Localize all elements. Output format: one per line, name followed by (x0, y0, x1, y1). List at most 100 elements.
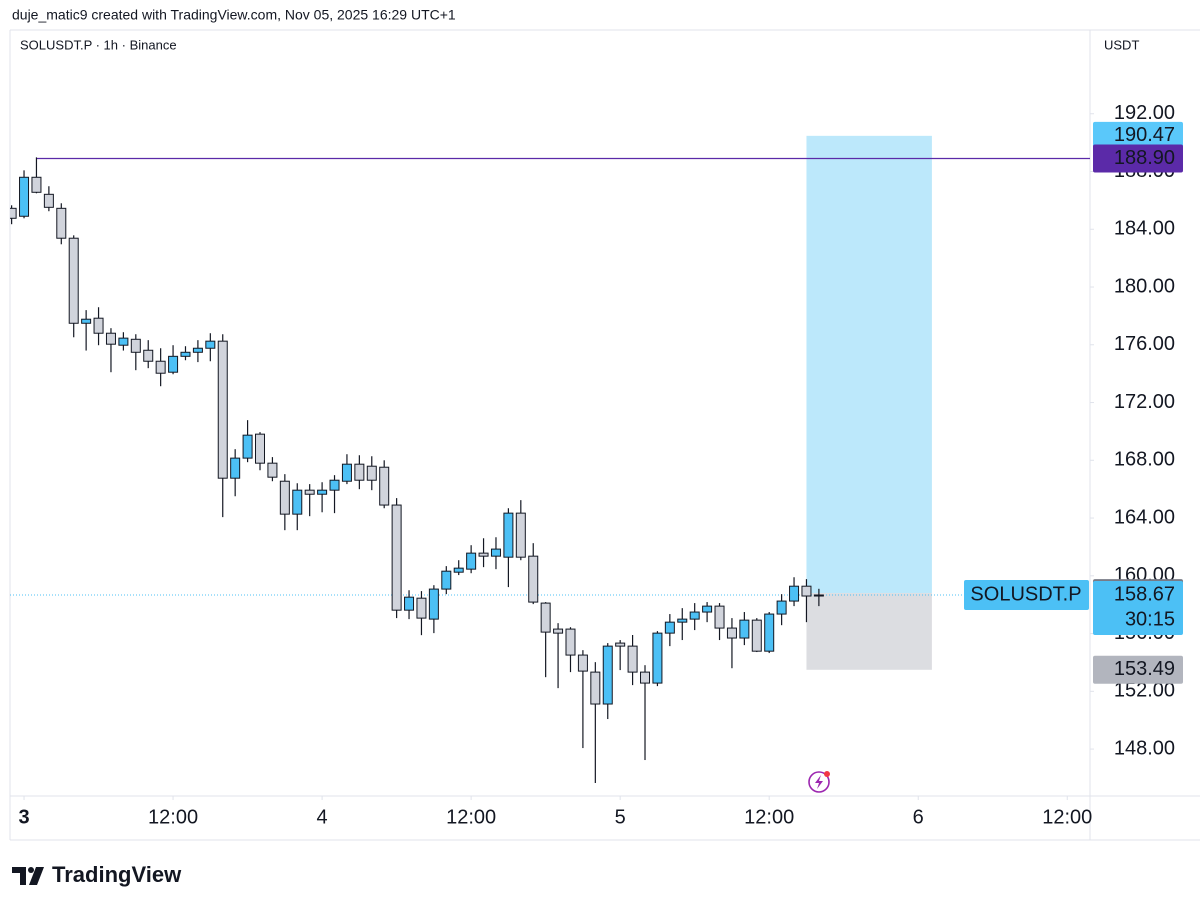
candle-body (205, 340, 216, 349)
candle-body (503, 512, 514, 558)
candle-body (279, 480, 290, 515)
last-price-box (1093, 581, 1183, 636)
candle-body (466, 552, 477, 570)
candle-body (540, 602, 551, 633)
x-tick-label: 4 (317, 806, 328, 828)
candle-body (751, 619, 762, 652)
candle-body (726, 627, 737, 639)
candle-body (565, 628, 576, 656)
candle-body (677, 618, 688, 623)
tradingview-logo (12, 867, 44, 885)
x-tick-label: 12:00 (148, 806, 198, 828)
candle-body (416, 597, 427, 619)
candle-body (652, 632, 663, 684)
candle-body (453, 567, 464, 573)
candle-body (143, 349, 154, 362)
candle-body (118, 337, 129, 346)
candle-body (192, 347, 203, 353)
candle-body (366, 465, 377, 481)
candle-body (577, 654, 588, 672)
candle-body (515, 512, 526, 558)
y-tick-label: 192.00 (1114, 102, 1175, 124)
candle-body (490, 548, 501, 557)
candle-body (31, 176, 42, 193)
candle-body (180, 351, 191, 357)
candle-body (10, 207, 17, 219)
price-axis: 148.00152.00156.00160.00164.00168.00172.… (964, 102, 1183, 759)
candle-body (68, 237, 79, 324)
candle-body (230, 457, 241, 479)
symbol-price-box (964, 580, 1089, 611)
y-tick-label: 180.00 (1114, 275, 1175, 297)
target-price-label: 190.47 (1114, 124, 1175, 146)
candle-body (615, 642, 626, 647)
y-tick-label: 168.00 (1114, 449, 1175, 471)
hline-price-label-box (1093, 144, 1183, 173)
candle-body (627, 645, 638, 673)
candle-body (478, 552, 489, 557)
candle-body (267, 462, 278, 478)
candle-body (528, 555, 539, 603)
candle-body (441, 570, 452, 590)
candle-body (43, 193, 54, 208)
y-tick-label: 184.00 (1114, 218, 1175, 240)
candle-body (764, 613, 775, 652)
candle-body (341, 463, 352, 482)
candle-body (801, 585, 812, 597)
candle-body (255, 433, 266, 464)
alert-bolt (815, 775, 823, 789)
alert-icon[interactable] (808, 771, 830, 793)
alert-dot (824, 771, 830, 777)
y-tick-label: 176.00 (1114, 333, 1175, 355)
x-tick-label: 12:00 (1042, 806, 1092, 828)
stop-price-label-box (1093, 655, 1183, 684)
candle-body (702, 605, 713, 613)
alert-circle (808, 771, 830, 793)
x-tick-label: 6 (913, 806, 924, 828)
candle-body (329, 479, 340, 491)
x-tick-label: 5 (615, 806, 626, 828)
candle-body (93, 317, 104, 334)
position-loss-zone (806, 593, 932, 670)
header: duje_matic9 created with TradingView.com… (12, 7, 456, 23)
candle-body (553, 628, 564, 634)
candle-body (19, 176, 30, 217)
candle-body (217, 340, 228, 479)
candle-body (602, 645, 613, 705)
candle-body (379, 466, 390, 506)
candle-body (664, 621, 675, 634)
hline-price-label: 188.90 (1114, 147, 1175, 169)
logo-dot (28, 867, 34, 873)
target-price-label-box (1093, 121, 1183, 150)
y-tick-label: 164.00 (1114, 506, 1175, 528)
candle-body (404, 596, 415, 611)
candle-body (242, 434, 253, 459)
candle-body (640, 671, 651, 684)
countdown-label: 30:15 (1125, 608, 1175, 630)
y-tick-label: 172.00 (1114, 391, 1175, 413)
candle-body (81, 318, 92, 324)
candle-body (590, 671, 601, 705)
candle-body (56, 207, 67, 239)
symbol-price-label: SOLUSDT.P (970, 583, 1081, 605)
candle-body (304, 489, 315, 495)
candle-body (813, 594, 824, 597)
footer-brand: TradingView (52, 862, 182, 887)
candle-body (428, 588, 439, 620)
symbol-label: SOLUSDT.P · 1h · Binance (20, 37, 177, 52)
candle-body (317, 489, 328, 495)
currency-label: USDT (1104, 37, 1139, 52)
candle-body (130, 338, 141, 353)
x-tick-label: 12:00 (744, 806, 794, 828)
y-tick-label: 152.00 (1114, 680, 1175, 702)
candle-body (689, 611, 700, 620)
candle-body (776, 600, 787, 615)
candle-body (739, 619, 750, 639)
candle-body (354, 463, 365, 481)
candle-body (391, 504, 402, 611)
logo-slash (29, 867, 44, 885)
candle-body (714, 605, 725, 629)
